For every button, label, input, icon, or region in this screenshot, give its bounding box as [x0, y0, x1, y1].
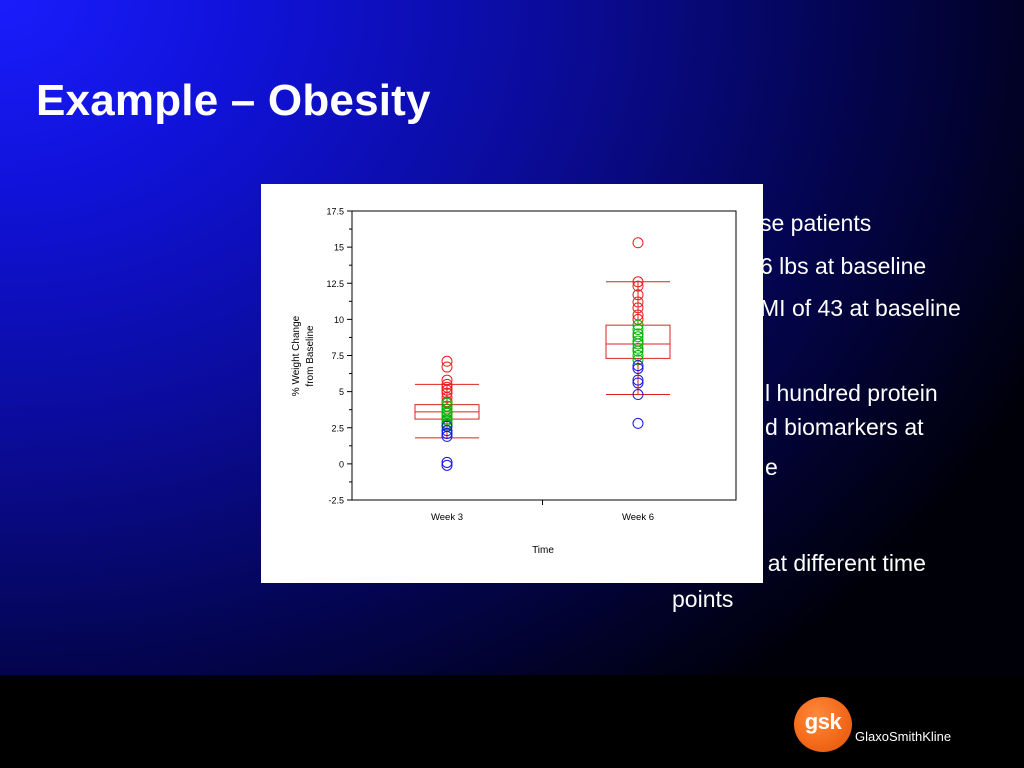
data-point-red: [632, 289, 644, 301]
chart-panel: -2.5 0 2.5 5 7.5 10 12.5 15 17.5 Week 3 Week 6 Ti…: [261, 184, 763, 583]
data-point-blue: [441, 425, 453, 437]
data-point-blue: [632, 363, 644, 375]
plot-frame: [351, 210, 737, 501]
y-axis: -2.5 0 2.5 5 7.5 10 12.5 15 17.5: [326, 207, 352, 506]
y-tick-label: 5: [339, 387, 344, 397]
y-tick-label: -2.5: [328, 496, 344, 506]
data-point-blue: [632, 389, 644, 401]
footer-bar: [0, 675, 1024, 768]
data-point-red: [441, 391, 453, 403]
data-point-blue: [441, 459, 453, 471]
data-point-green: [632, 354, 644, 366]
y-tick-label: 12.5: [326, 279, 344, 289]
data-point-red: [632, 237, 644, 249]
weight-change-chart: -2.5 0 2.5 5 7.5 10 12.5 15 17.5 Week 3 Week 6 Ti…: [291, 207, 737, 556]
data-point-red: [632, 276, 644, 288]
y-tick-label: 15: [334, 243, 344, 253]
data-point-blue: [441, 456, 453, 468]
y-tick-label: 17.5: [326, 207, 344, 217]
data-point-green: [632, 342, 644, 354]
data-point-red: [632, 280, 644, 292]
x-tick-label: Week 6: [622, 512, 654, 523]
bullet-line-2: 6 lbs at baseline: [760, 253, 927, 279]
box-plot: [605, 281, 671, 396]
data-point-blue: [632, 417, 644, 429]
bullet-line-5: d biomarkers at: [765, 414, 924, 440]
data-point-red: [441, 384, 453, 396]
y-tick-label: 0: [339, 459, 344, 469]
gsk-logo-icon: [794, 697, 852, 752]
data-point-blue: [632, 374, 644, 386]
bullet-line-8: points: [672, 586, 734, 612]
y-tick-label: 2.5: [331, 423, 344, 433]
data-point-blue: [441, 430, 453, 442]
data-point-green: [632, 331, 644, 343]
gsk-logo-text: gsk: [804, 709, 842, 734]
data-points: [441, 237, 644, 471]
data-point-red: [441, 355, 453, 367]
data-point-red: [441, 361, 453, 373]
bullet-line-4: l hundred protein: [765, 380, 938, 406]
x-tick-label: Week 3: [431, 512, 463, 523]
x-axis: Week 3 Week 6: [431, 500, 654, 523]
bullet-line-1: se patients: [760, 210, 872, 236]
data-point-blue: [632, 360, 644, 372]
data-point-blue: [632, 377, 644, 389]
data-point-green: [632, 323, 644, 335]
y-axis-label-line-2: from Baseline: [305, 325, 316, 387]
data-point-red: [632, 296, 644, 308]
data-point-green: [632, 345, 644, 357]
data-point-red: [632, 302, 644, 314]
data-point-red: [441, 378, 453, 390]
data-point-green: [632, 338, 644, 350]
bullet-line-6: e: [765, 454, 778, 480]
bullet-line-3: MI of 43 at baseline: [760, 295, 961, 321]
data-point-blue: [441, 428, 453, 440]
company-name: GlaxoSmithKline: [855, 729, 952, 744]
slide-title: Example – Obesity: [36, 76, 431, 125]
x-axis-label: Time: [532, 545, 554, 556]
y-tick-label: 10: [334, 315, 344, 325]
slide-background: Example – Obesity se patients 6 lbs at b…: [0, 0, 1024, 675]
box-plots: [414, 281, 671, 439]
y-axis-label: % Weight Change from Baseline: [291, 315, 316, 396]
y-tick-label: 7.5: [331, 351, 344, 361]
bullet-line-7: at different time: [755, 550, 926, 576]
data-point-green: [632, 319, 644, 331]
y-axis-label-line-1: % Weight Change: [291, 315, 302, 396]
